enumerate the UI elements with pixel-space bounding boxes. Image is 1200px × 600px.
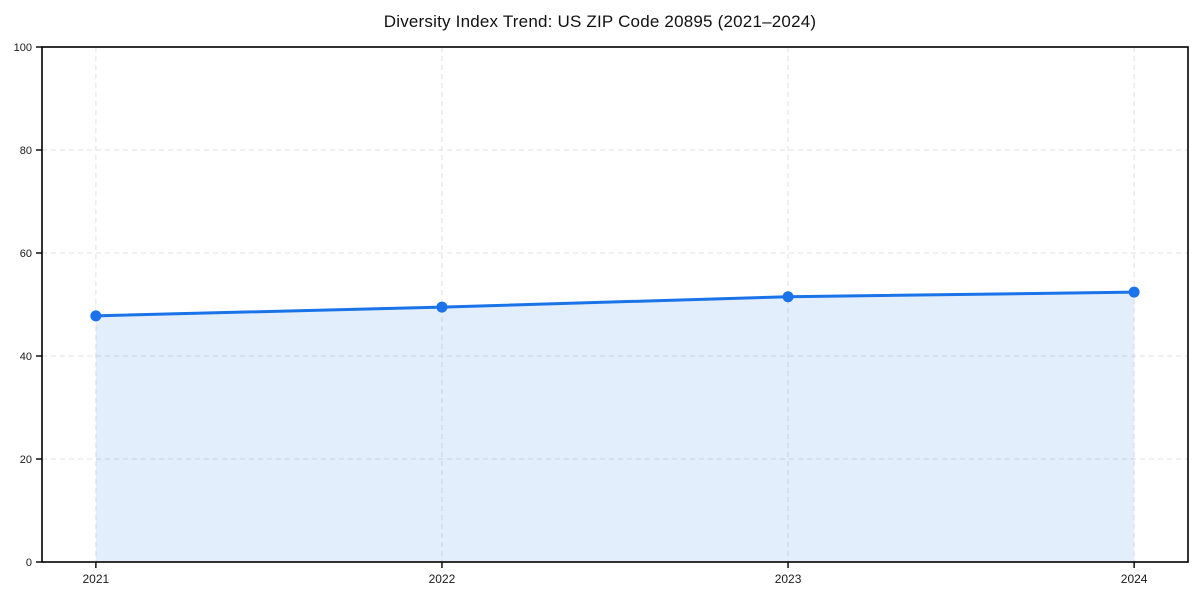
chart-title: Diversity Index Trend: US ZIP Code 20895…: [383, 12, 817, 31]
y-tick-label: 100: [14, 42, 32, 54]
data-point: [436, 301, 448, 313]
y-tick-label: 40: [20, 351, 32, 363]
x-axis: 2021 2022 2023 2024: [83, 562, 1148, 586]
area-fill: [95, 292, 1135, 562]
x-tick-label: 2023: [775, 572, 802, 586]
data-point: [90, 310, 102, 322]
y-tick-label: 60: [20, 248, 32, 260]
y-axis: 0 20 40 60 80 100: [14, 42, 42, 569]
data-point: [1128, 286, 1140, 298]
y-tick-label: 0: [26, 557, 32, 569]
trend-line: [94, 290, 1136, 318]
y-tick-label: 80: [20, 145, 32, 157]
data-points: [90, 286, 1140, 322]
x-tick-label: 2022: [429, 572, 456, 586]
x-tick-label: 2024: [1121, 572, 1148, 586]
plot-border: [41, 46, 1189, 563]
x-tick-label: 2021: [83, 572, 110, 586]
y-tick-label: 20: [20, 454, 32, 466]
data-point: [782, 291, 794, 303]
